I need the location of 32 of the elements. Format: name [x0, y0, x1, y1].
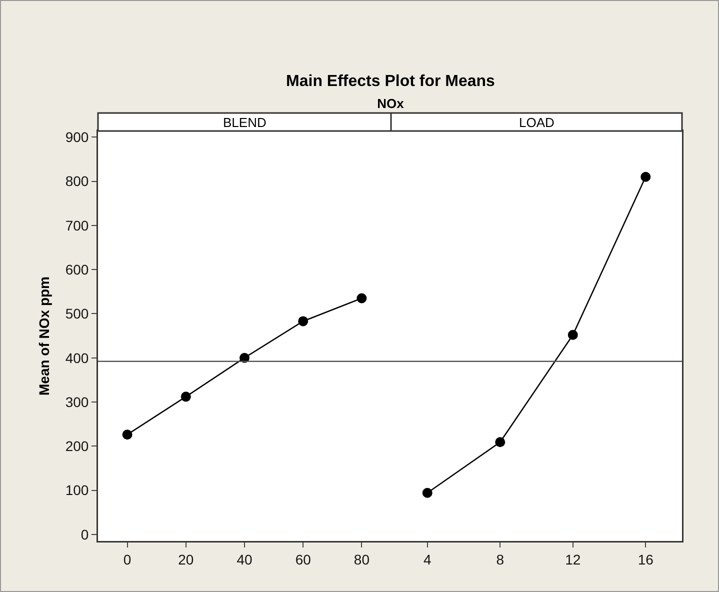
point — [356, 293, 367, 304]
x-tick-label: 40 — [236, 551, 252, 568]
x-tick-label: 0 — [123, 551, 132, 568]
y-tick-label: 200 — [65, 438, 89, 454]
x-axis-title: LOAD — [519, 115, 554, 130]
chart-subtitle: NOx — [376, 96, 405, 111]
point — [298, 316, 308, 326]
x-tick-label: 16 — [638, 551, 654, 568]
point — [495, 437, 506, 448]
point — [180, 392, 191, 402]
point — [422, 488, 432, 498]
point — [568, 330, 578, 340]
y-tick-label: 700 — [65, 217, 89, 234]
y-tick-label: 600 — [65, 261, 89, 278]
y-axis-title: Mean of NOx ppm — [36, 276, 52, 396]
x-tick-label: 12 — [565, 551, 581, 568]
x-tick-label: 8 — [496, 551, 504, 568]
y-tick-label: 500 — [65, 306, 89, 322]
chart-title: Main Effects Plot for Means — [285, 73, 496, 91]
y-tick-label: 900 — [65, 129, 89, 146]
point — [122, 430, 132, 440]
y-tick-label: 100 — [65, 482, 89, 498]
x-tick-label: 20 — [178, 551, 194, 568]
y-tick-label: 0 — [80, 526, 89, 542]
y-tick-label: 300 — [65, 394, 89, 410]
x-tick-label: 60 — [295, 551, 312, 568]
x-tick-label: 80 — [354, 551, 370, 568]
y-tick-label: 400 — [65, 350, 89, 366]
point — [640, 172, 651, 182]
x-tick-label: 4 — [423, 551, 432, 568]
x-axis-title: BLEND — [223, 115, 266, 130]
y-tick-label: 800 — [65, 173, 89, 190]
